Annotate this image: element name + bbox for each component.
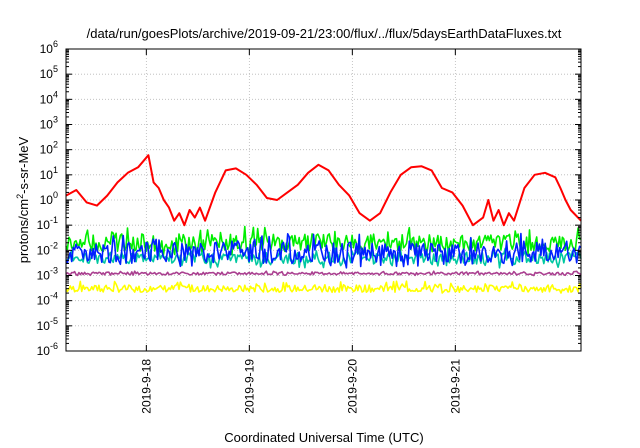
series-line: [65, 154, 582, 227]
y-axis-title-sup: 2: [15, 194, 25, 199]
y-tick-label: 10-1: [37, 215, 58, 232]
plot-frame: [65, 48, 582, 352]
y-tick-label: 10-4: [37, 291, 58, 308]
y-tick-label: 103: [40, 115, 58, 132]
series-line: [65, 270, 582, 277]
y-tick-label: 10-5: [37, 316, 58, 333]
series-layer: [65, 154, 582, 294]
grid: [66, 49, 581, 351]
y-tick-label: 106: [40, 39, 58, 56]
series-line: [65, 280, 582, 294]
y-tick-label: 10-6: [37, 341, 58, 358]
y-axis-title: protons/cm2-s-sr-MeV: [15, 136, 31, 263]
y-tick-label: 10-2: [37, 240, 58, 257]
y-axis-title-base: protons/cm: [16, 199, 31, 263]
y-tick-label: 10-3: [37, 266, 58, 283]
x-tick-label: 2019-9-18: [139, 359, 153, 414]
y-tick-label: 101: [40, 165, 58, 182]
y-axis: 10-6 10-5 10-4 10-3 10-2 10-1 100 101 102 103 104 1…: [37, 39, 581, 358]
series-line: [65, 232, 582, 269]
y-tick-label: 102: [40, 140, 58, 157]
x-axis: 2019-9-18 2019-9-19 2019-9-20 2019-9-21: [139, 49, 462, 414]
x-axis-title: Coordinated Universal Time (UTC): [224, 430, 423, 445]
y-tick-label: 104: [40, 89, 58, 106]
y-tick-label: 100: [40, 190, 58, 207]
y-axis-title-rest: -s-sr-MeV: [16, 136, 31, 193]
x-tick-label: 2019-9-19: [242, 359, 256, 414]
x-tick-label: 2019-9-21: [448, 359, 462, 414]
chart-title: /data/run/goesPlots/archive/2019-09-21/2…: [87, 26, 562, 41]
x-tick-label: 2019-9-20: [345, 359, 359, 414]
y-tick-label: 105: [40, 64, 58, 81]
